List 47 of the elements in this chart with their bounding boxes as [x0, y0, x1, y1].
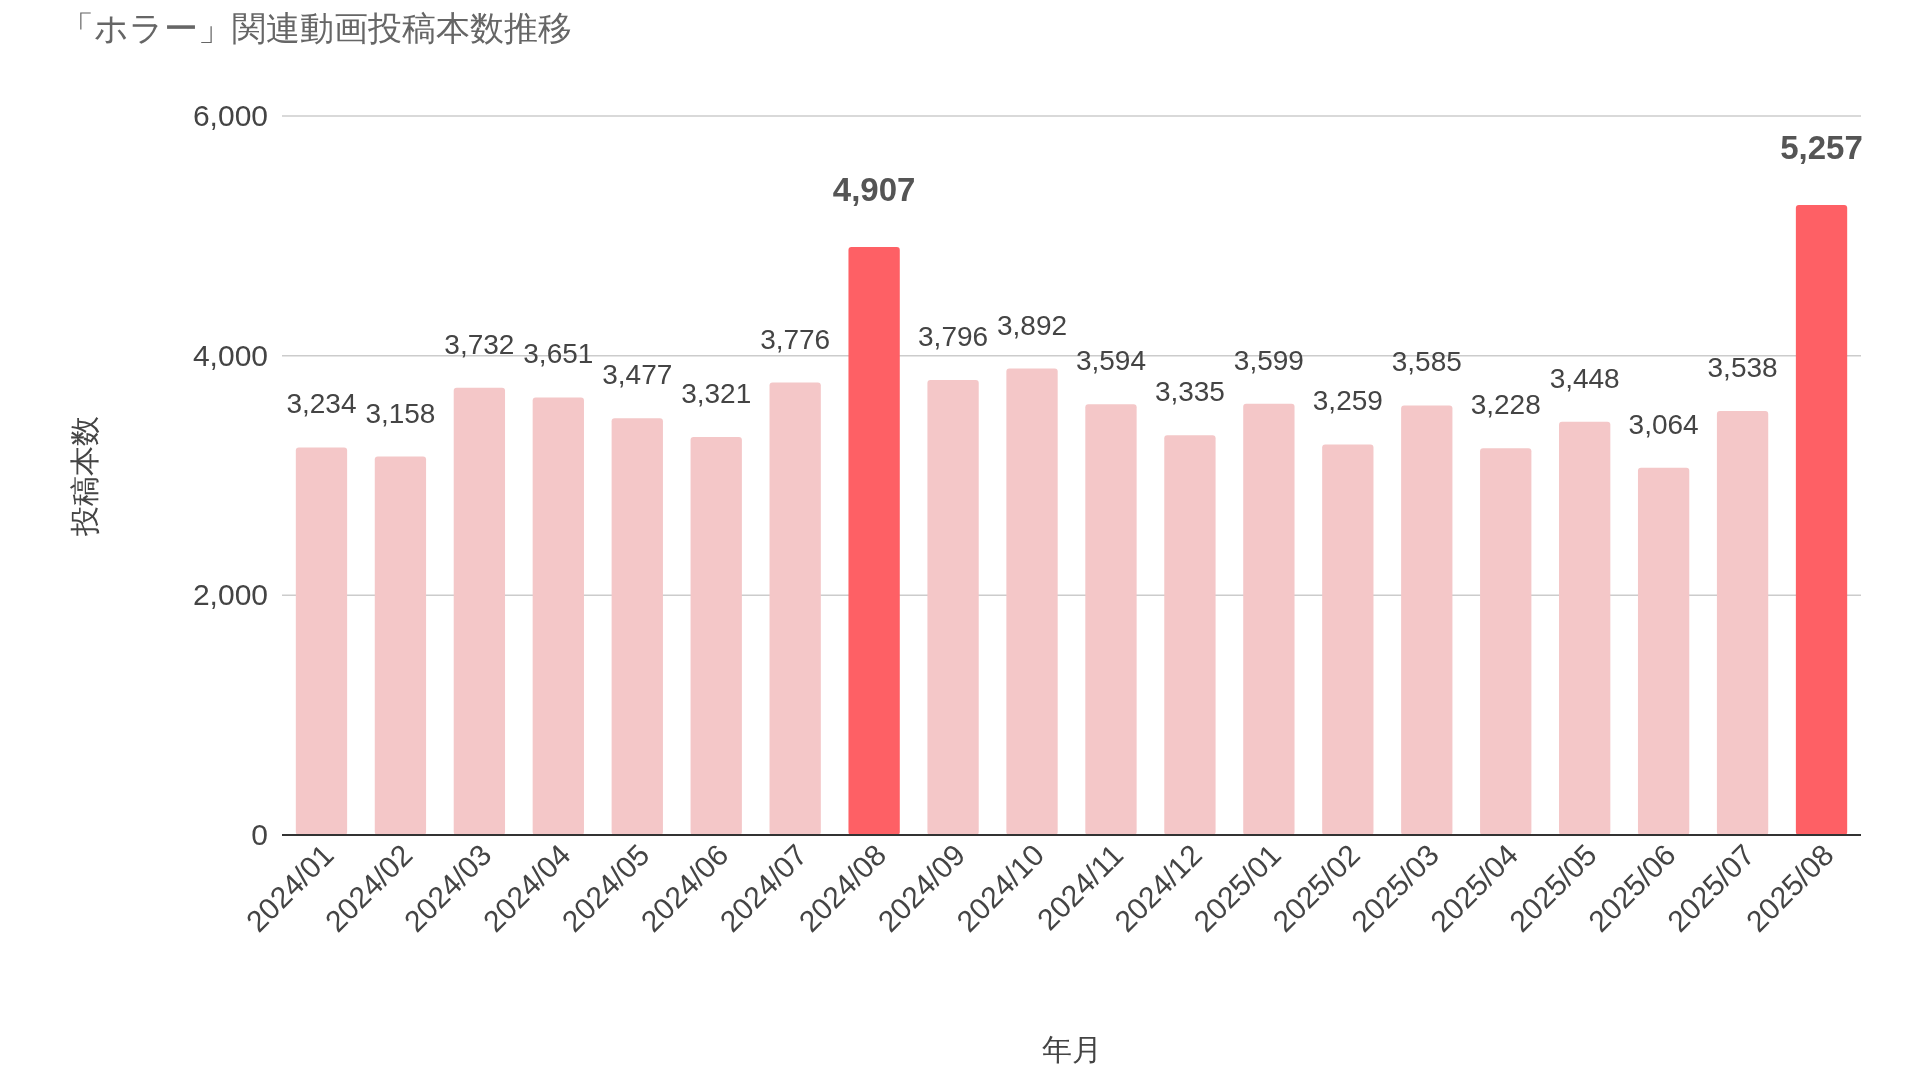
data-label: 3,234	[286, 388, 357, 420]
data-label: 3,335	[1154, 376, 1225, 408]
y-axis-title: 投稿本数	[68, 415, 101, 537]
bar	[1559, 421, 1611, 835]
data-label: 3,599	[1233, 344, 1304, 376]
data-label: 3,776	[760, 323, 831, 355]
data-label: 3,538	[1707, 352, 1778, 384]
bar	[374, 456, 427, 835]
bar	[769, 382, 821, 835]
data-label: 3,796	[918, 321, 989, 353]
bar	[611, 418, 663, 835]
data-label: 3,585	[1391, 346, 1462, 378]
x-axis-title: 年月	[1041, 1033, 1102, 1066]
bar	[1006, 368, 1058, 835]
y-tick-label: 4,000	[192, 338, 268, 372]
bar	[848, 246, 900, 835]
bar	[1164, 435, 1216, 835]
bar	[1480, 448, 1532, 835]
data-label: 3,651	[523, 338, 594, 370]
chart-title: 「ホラー」関連動画投稿本数推移	[60, 9, 572, 47]
y-tick-label: 2,000	[192, 578, 268, 612]
data-label: 3,321	[681, 378, 752, 410]
data-label: 4,907	[832, 170, 916, 208]
bar	[690, 437, 742, 835]
data-label: 3,158	[365, 397, 436, 429]
bar	[1795, 205, 1848, 835]
bar	[1637, 467, 1690, 835]
bar	[1085, 404, 1137, 835]
data-label: 3,259	[1312, 385, 1383, 417]
bar	[1243, 403, 1295, 835]
bar	[453, 387, 506, 835]
bar	[295, 447, 348, 835]
data-label: 3,477	[602, 359, 673, 391]
data-label: 3,732	[444, 328, 515, 360]
bar	[927, 380, 979, 835]
data-label: 3,064	[1628, 408, 1699, 440]
data-label: 3,892	[996, 309, 1068, 341]
bar	[532, 397, 584, 835]
data-label: 3,228	[1470, 389, 1541, 421]
data-label: 3,594	[1075, 345, 1147, 377]
bar	[1322, 444, 1374, 835]
bar	[1716, 411, 1769, 835]
data-label: 5,257	[1780, 129, 1863, 167]
y-tick-label: 0	[251, 818, 268, 851]
bar	[1401, 405, 1453, 835]
y-tick-label: 6,000	[192, 99, 268, 132]
data-label: 3,448	[1549, 362, 1620, 394]
